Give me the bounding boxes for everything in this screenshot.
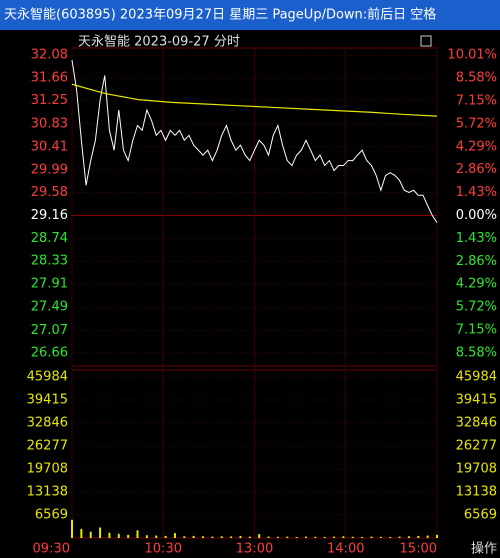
price-line [71,60,438,223]
y-tick-label: 30.83 [31,116,68,131]
volume-tick-label: 6569 [35,508,68,523]
y-tick-label: 31.25 [31,93,68,108]
y-tick-label: 27.91 [31,277,68,292]
y-tick-label: 29.99 [31,162,68,177]
y2-tick-label: 8.58% [456,71,497,86]
y-tick-label: 27.49 [31,300,68,315]
volume-tick-label: 13138 [27,485,68,500]
panel-icon[interactable] [420,35,432,47]
y-tick-label: 27.07 [31,323,68,338]
volume-tick-label: 45984 [27,369,68,384]
y2-tick-label: 8.58% [456,345,497,360]
y2-tick-label: 4.29% [456,277,497,292]
y2-tick-label: 7.15% [456,322,497,337]
price-line [71,83,438,117]
volume-tick-label: 32846 [27,415,68,430]
volume-tick-label: 19708 [27,461,68,476]
volume-tick-label: 6569 [464,508,497,523]
x-tick-label: 13:00 [236,542,273,557]
volume-tick-label: 32846 [456,415,497,430]
y2-tick-label: 1.43% [456,185,497,200]
volume-tick-label: 39415 [456,392,497,407]
y2-tick-label: 10.01% [447,48,497,63]
y-tick-label: 30.41 [31,139,68,154]
y2-tick-label: 5.72% [456,116,497,131]
title-text: 天永智能(603895) 2023年09月27日 星期三 PageUp/Down… [4,7,436,23]
title-bar [0,0,500,30]
y2-tick-label: 1.43% [456,231,497,246]
volume-tick-label: 19708 [456,461,497,476]
volume-tick-label: 39415 [27,392,68,407]
volume-tick-label: 45984 [456,369,497,384]
y-tick-label: 28.74 [31,231,68,246]
volume-tick-label: 26277 [27,438,68,453]
y-tick-label: 32.08 [31,48,68,63]
y-tick-label: 31.66 [31,71,68,86]
y2-tick-label: 5.72% [456,300,497,315]
x-tick-label: 09:30 [33,542,70,557]
y-tick-label: 26.66 [31,345,68,360]
y2-tick-label: 2.86% [456,162,497,177]
y2-tick-label: 4.29% [456,139,497,154]
y-tick-label: 29.58 [31,185,68,200]
y2-tick-label: 0.00% [456,208,497,223]
operate-button[interactable]: 操作 [471,541,497,557]
volume-tick-label: 13138 [456,485,497,500]
chart-header: 天永智能 2023-09-27 分时 [78,35,240,50]
y-tick-label: 28.33 [31,254,68,269]
volume-tick-label: 26277 [456,438,497,453]
y-tick-label: 29.16 [31,208,68,223]
x-tick-label: 15:00 [400,542,437,557]
x-tick-label: 14:00 [327,542,364,557]
x-tick-label: 10:30 [145,542,182,557]
y2-tick-label: 2.86% [456,254,497,269]
y2-tick-label: 7.15% [456,94,497,109]
